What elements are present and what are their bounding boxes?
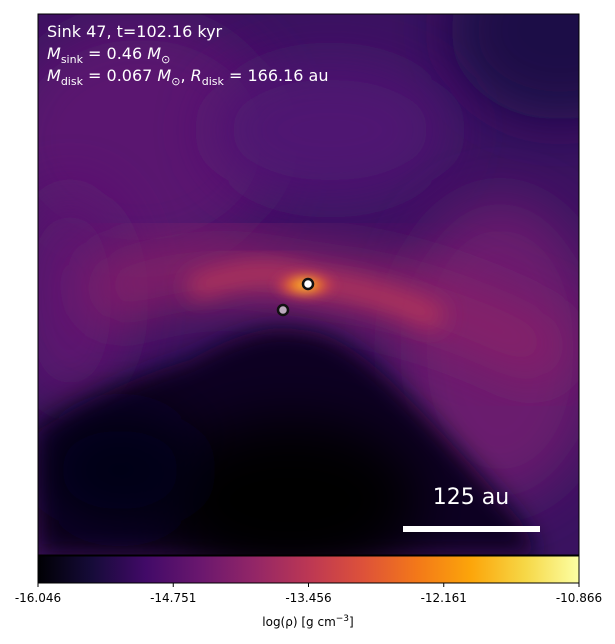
- sink-marker-primary: [301, 277, 315, 291]
- colorbar-tick-label: -14.751: [150, 591, 196, 605]
- density-region-upper-mid: [210, 60, 450, 200]
- colorbar-ticks: -16.046 -14.751 -13.456 -12.161 -10.866: [15, 583, 602, 605]
- sink-markers: [276, 277, 315, 317]
- scalebar-label: 125 au: [433, 485, 509, 510]
- annotation-line-1: Sink 47, t=102.16 kyr: [47, 22, 223, 41]
- annotation-line-3: Mdisk = 0.067 M⊙, Rdisk = 166.16 au: [47, 66, 328, 88]
- colorbar-tick-label: -12.161: [421, 591, 467, 605]
- colorbar-label: log(ρ) [g cm−3]: [262, 614, 353, 629]
- outflow-cavity-left: [40, 410, 200, 530]
- sink-marker-secondary: [276, 303, 290, 317]
- density-region-left: [38, 190, 130, 410]
- outflow-cavity-deep: [160, 420, 420, 555]
- annotation-line-2: Msink = 0.46 M⊙: [47, 44, 170, 66]
- density-region-upper-left: [38, 20, 280, 260]
- density-image: [38, 14, 579, 555]
- colorbar-tick-label: -10.866: [556, 591, 602, 605]
- plot-frame: [37, 13, 580, 556]
- colorbar: [37, 555, 580, 584]
- colorbar-tick-label: -16.046: [15, 591, 61, 605]
- scalebar-bar: [403, 526, 540, 532]
- colorbar-tick-label: -13.456: [285, 591, 331, 605]
- density-region-top-right: [450, 14, 579, 120]
